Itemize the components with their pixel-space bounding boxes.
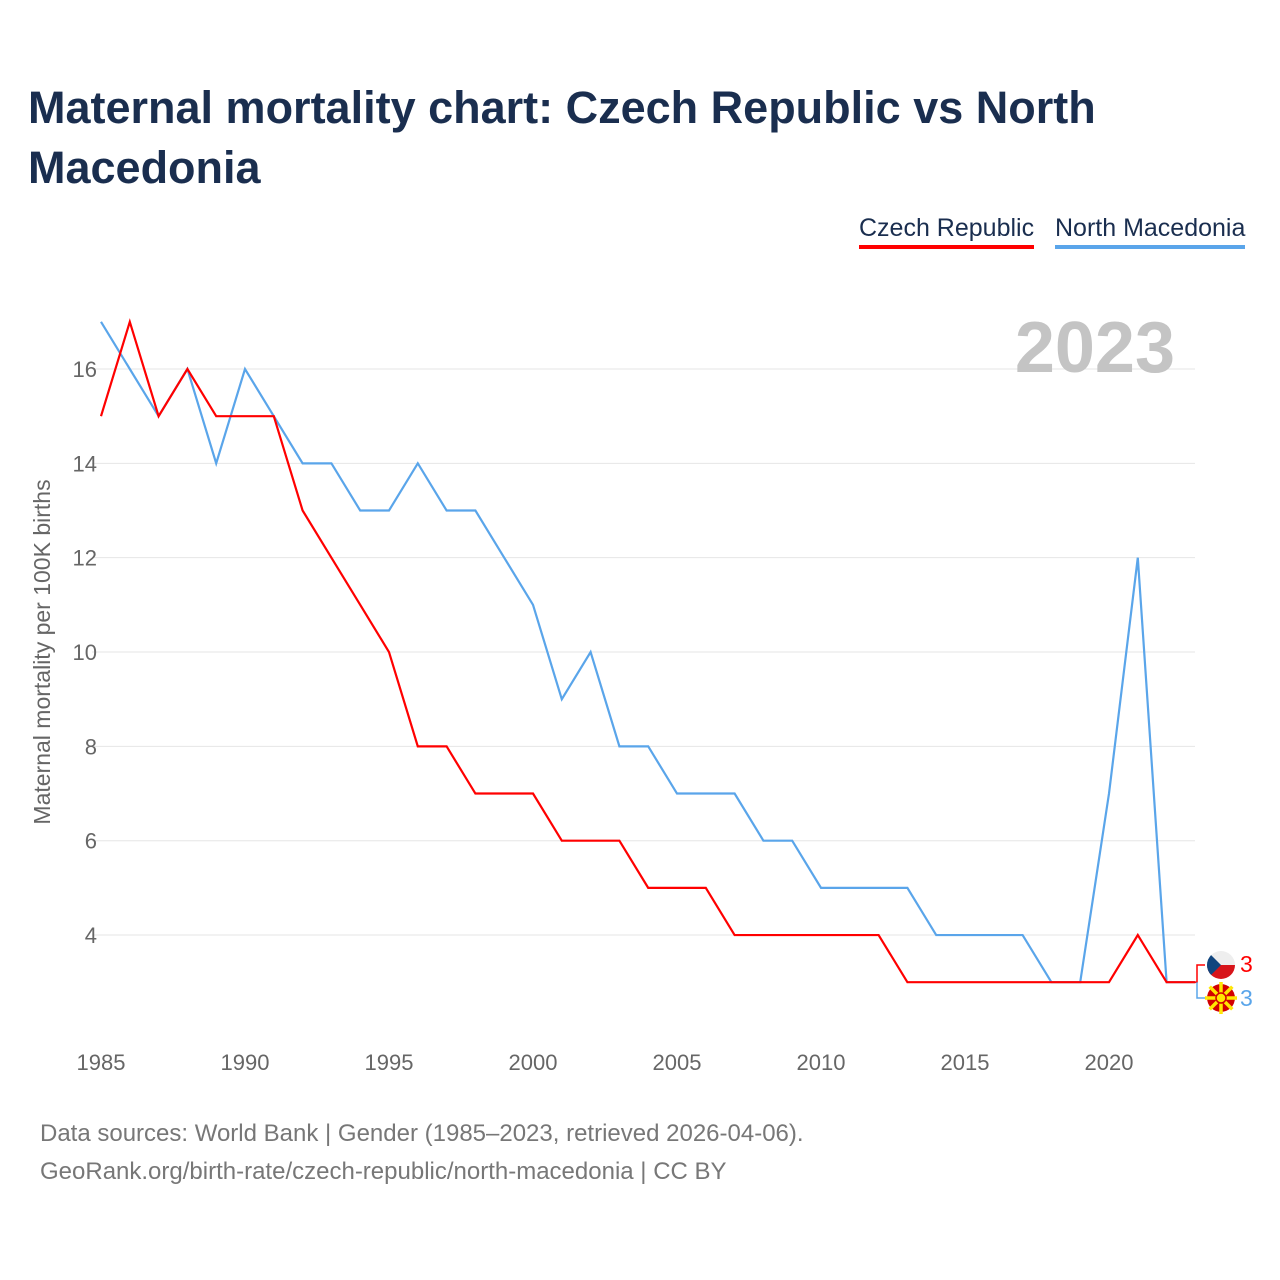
x-tick-label: 2010 (797, 1050, 846, 1075)
end-value-czech-republic: 3 (1240, 951, 1253, 977)
series-line-north-macedonia (100, 321, 1196, 984)
x-tick-label: 2005 (653, 1050, 702, 1075)
y-tick-label: 12 (73, 546, 97, 571)
y-tick-label: 6 (85, 829, 97, 854)
north-macedonia-flag-icon (1215, 992, 1227, 1004)
y-tick-label: 14 (73, 451, 97, 476)
source-line: Data sources: World Bank | Gender (1985–… (40, 1120, 804, 1147)
series-line-czech-republic (99, 318, 1196, 984)
y-axis-label: Maternal mortality per 100K births (29, 479, 55, 824)
x-tick-label: 2015 (941, 1050, 990, 1075)
y-tick-label: 10 (73, 640, 97, 665)
label-connector (1196, 982, 1205, 999)
chart-title: Maternal mortality chart: Czech Republic… (28, 82, 1096, 193)
legend-north-macedonia[interactable]: North Macedonia (1055, 214, 1246, 249)
y-tick-label: 16 (73, 357, 97, 382)
x-tick-label: 2020 (1085, 1050, 1134, 1075)
end-value-north-macedonia: 3 (1240, 985, 1253, 1011)
x-tick-label: 1990 (221, 1050, 270, 1075)
year-watermark: 2023 (1015, 308, 1175, 388)
x-tick-label: 1995 (365, 1050, 414, 1075)
x-tick-label: 1985 (77, 1050, 126, 1075)
source-url[interactable]: GeoRank.org/birth-rate/czech-republic/no… (40, 1158, 727, 1185)
north-macedonia-flag-icon (1206, 983, 1236, 1013)
y-tick-label: 8 (85, 734, 97, 759)
x-tick-label: 2000 (509, 1050, 558, 1075)
legend-czech-republic[interactable]: Czech Republic (859, 214, 1035, 249)
label-connector (1195, 964, 1205, 983)
czech-flag-icon (1207, 951, 1221, 979)
y-tick-label: 4 (85, 923, 97, 948)
